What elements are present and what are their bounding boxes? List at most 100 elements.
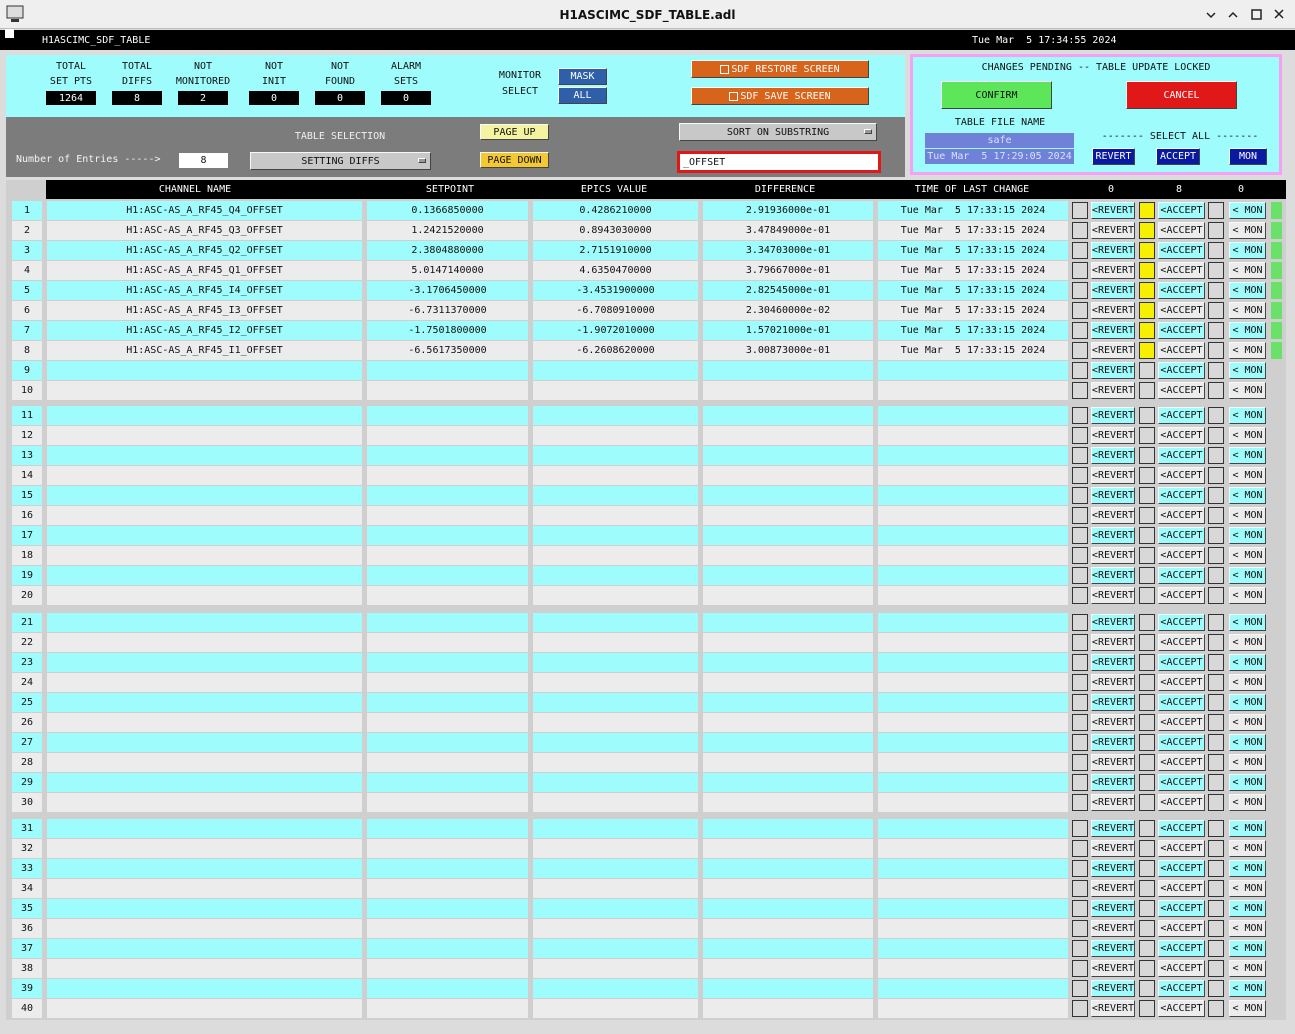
row-checkbox[interactable] — [1208, 322, 1224, 339]
revert-button[interactable]: <REVERT — [1091, 282, 1135, 299]
mon-button[interactable]: < MON — [1229, 840, 1266, 857]
revert-button[interactable]: <REVERT — [1091, 900, 1135, 917]
revert-button[interactable]: <REVERT — [1091, 342, 1135, 359]
revert-button[interactable]: <REVERT — [1091, 774, 1135, 791]
revert-button[interactable]: <REVERT — [1091, 587, 1135, 604]
accept-button[interactable]: <ACCEPT — [1158, 734, 1205, 751]
row-checkbox[interactable] — [1139, 262, 1155, 279]
row-checkbox[interactable] — [1139, 282, 1155, 299]
row-checkbox[interactable] — [1072, 840, 1088, 857]
row-checkbox[interactable] — [1208, 447, 1224, 464]
row-checkbox[interactable] — [1072, 467, 1088, 484]
row-checkbox[interactable] — [1208, 900, 1224, 917]
row-checkbox[interactable] — [1208, 960, 1224, 977]
accept-button[interactable]: <ACCEPT — [1158, 447, 1205, 464]
revert-button[interactable]: <REVERT — [1091, 614, 1135, 631]
accept-button[interactable]: <ACCEPT — [1158, 487, 1205, 504]
row-checkbox[interactable] — [1072, 507, 1088, 524]
revert-button[interactable]: <REVERT — [1091, 714, 1135, 731]
revert-button[interactable]: <REVERT — [1091, 654, 1135, 671]
mon-button[interactable]: < MON — [1229, 774, 1266, 791]
row-checkbox[interactable] — [1208, 202, 1224, 219]
row-checkbox[interactable] — [1139, 467, 1155, 484]
row-checkbox[interactable] — [1208, 487, 1224, 504]
accept-button[interactable]: <ACCEPT — [1158, 567, 1205, 584]
accept-button[interactable]: <ACCEPT — [1158, 714, 1205, 731]
mon-button[interactable]: < MON — [1229, 302, 1266, 319]
row-checkbox[interactable] — [1208, 342, 1224, 359]
close-icon[interactable] — [1274, 9, 1284, 19]
mon-button[interactable]: < MON — [1229, 614, 1266, 631]
substring-input[interactable]: _OFFSET — [677, 151, 881, 173]
mon-button[interactable]: < MON — [1229, 674, 1266, 691]
row-checkbox[interactable] — [1208, 282, 1224, 299]
row-checkbox[interactable] — [1072, 980, 1088, 997]
row-checkbox[interactable] — [1072, 1000, 1088, 1017]
accept-button[interactable]: <ACCEPT — [1158, 282, 1205, 299]
accept-button[interactable]: <ACCEPT — [1158, 920, 1205, 937]
accept-button[interactable]: <ACCEPT — [1158, 362, 1205, 379]
accept-button[interactable]: <ACCEPT — [1158, 840, 1205, 857]
row-checkbox[interactable] — [1139, 674, 1155, 691]
row-checkbox[interactable] — [1139, 714, 1155, 731]
row-checkbox[interactable] — [1139, 754, 1155, 771]
revert-button[interactable]: <REVERT — [1091, 694, 1135, 711]
revert-button[interactable]: <REVERT — [1091, 467, 1135, 484]
revert-button[interactable]: <REVERT — [1091, 202, 1135, 219]
row-checkbox[interactable] — [1139, 342, 1155, 359]
revert-button[interactable]: <REVERT — [1091, 527, 1135, 544]
revert-button[interactable]: <REVERT — [1091, 674, 1135, 691]
row-checkbox[interactable] — [1139, 820, 1155, 837]
row-checkbox[interactable] — [1139, 382, 1155, 399]
accept-button[interactable]: <ACCEPT — [1158, 1000, 1205, 1017]
row-checkbox[interactable] — [1139, 980, 1155, 997]
row-checkbox[interactable] — [1208, 754, 1224, 771]
mon-button[interactable]: < MON — [1229, 654, 1266, 671]
row-checkbox[interactable] — [1139, 940, 1155, 957]
row-checkbox[interactable] — [1208, 222, 1224, 239]
mon-button[interactable]: < MON — [1229, 487, 1266, 504]
row-checkbox[interactable] — [1072, 960, 1088, 977]
row-checkbox[interactable] — [1139, 507, 1155, 524]
row-checkbox[interactable] — [1208, 1000, 1224, 1017]
revert-button[interactable]: <REVERT — [1091, 427, 1135, 444]
row-checkbox[interactable] — [1139, 527, 1155, 544]
row-checkbox[interactable] — [1072, 447, 1088, 464]
row-checkbox[interactable] — [1208, 302, 1224, 319]
row-checkbox[interactable] — [1208, 242, 1224, 259]
maximize-icon[interactable] — [1228, 11, 1238, 18]
mon-button[interactable]: < MON — [1229, 262, 1266, 279]
revert-button[interactable]: <REVERT — [1091, 567, 1135, 584]
select-all-button[interactable]: REVERT — [1092, 148, 1135, 165]
accept-button[interactable]: <ACCEPT — [1158, 322, 1205, 339]
row-checkbox[interactable] — [1139, 547, 1155, 564]
row-checkbox[interactable] — [1072, 547, 1088, 564]
row-checkbox[interactable] — [1072, 694, 1088, 711]
mon-button[interactable]: < MON — [1229, 794, 1266, 811]
row-checkbox[interactable] — [1072, 774, 1088, 791]
mon-button[interactable]: < MON — [1229, 714, 1266, 731]
mon-button[interactable]: < MON — [1229, 980, 1266, 997]
accept-button[interactable]: <ACCEPT — [1158, 674, 1205, 691]
mon-button[interactable]: < MON — [1229, 880, 1266, 897]
revert-button[interactable]: <REVERT — [1091, 634, 1135, 651]
row-checkbox[interactable] — [1139, 694, 1155, 711]
row-checkbox[interactable] — [1208, 407, 1224, 424]
accept-button[interactable]: <ACCEPT — [1158, 694, 1205, 711]
revert-button[interactable]: <REVERT — [1091, 1000, 1135, 1017]
revert-button[interactable]: <REVERT — [1091, 734, 1135, 751]
row-checkbox[interactable] — [1139, 860, 1155, 877]
mon-button[interactable]: < MON — [1229, 222, 1266, 239]
row-checkbox[interactable] — [1072, 362, 1088, 379]
revert-button[interactable]: <REVERT — [1091, 860, 1135, 877]
mon-button[interactable]: < MON — [1229, 242, 1266, 259]
revert-button[interactable]: <REVERT — [1091, 754, 1135, 771]
row-checkbox[interactable] — [1072, 900, 1088, 917]
row-checkbox[interactable] — [1072, 282, 1088, 299]
row-checkbox[interactable] — [1208, 614, 1224, 631]
row-checkbox[interactable] — [1072, 262, 1088, 279]
row-checkbox[interactable] — [1072, 920, 1088, 937]
row-checkbox[interactable] — [1208, 467, 1224, 484]
row-checkbox[interactable] — [1208, 860, 1224, 877]
row-checkbox[interactable] — [1139, 202, 1155, 219]
